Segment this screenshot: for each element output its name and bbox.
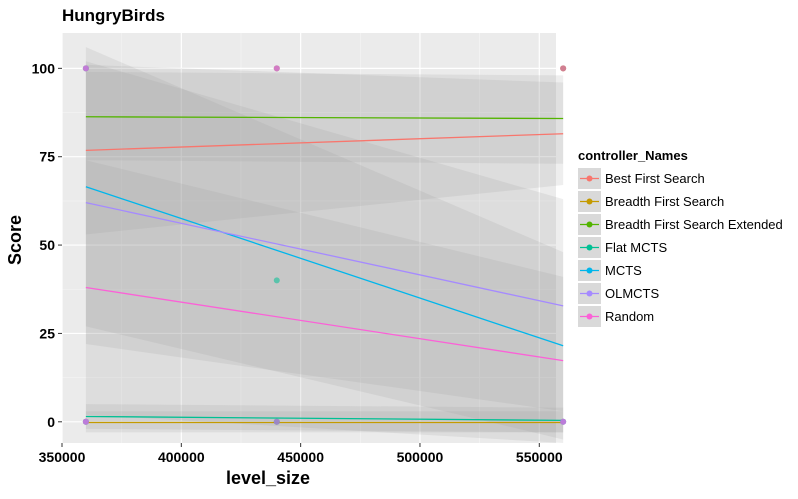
fit-lines (85, 116, 564, 424)
chart-title: HungryBirds (62, 6, 165, 25)
y-tick-label: 75 (39, 149, 55, 165)
x-tick-label: 350000 (39, 449, 86, 465)
confidence-band (85, 47, 564, 440)
y-tick-label: 0 (47, 414, 55, 430)
legend-label: Breadth First Search (605, 194, 724, 209)
legend-title: controller_Names (578, 148, 688, 163)
confidence-band (85, 160, 564, 443)
fit-line (85, 116, 564, 120)
y-tick-label: 100 (32, 60, 56, 76)
legend-label: Breadth First Search Extended (605, 217, 783, 232)
fit-line (85, 186, 564, 347)
axis-ticks: 350000 400000 450000 500000 550000 0 25 50 75 100 (32, 60, 563, 465)
legend-label: Random (605, 309, 654, 324)
fit-line (85, 415, 564, 422)
confidence-band (85, 64, 564, 235)
data-point (273, 277, 280, 284)
data-point (82, 418, 89, 425)
x-tick-label: 450000 (277, 449, 324, 465)
fit-line (85, 202, 564, 307)
data-point (560, 65, 567, 72)
legend-key-point (586, 244, 593, 251)
data-point (273, 418, 280, 425)
data-points (82, 65, 567, 425)
confidence-bands (85, 47, 564, 443)
x-axis-title: level_size (226, 468, 310, 488)
x-tick-label: 500000 (397, 449, 444, 465)
data-point (273, 65, 280, 72)
data-point (560, 418, 567, 425)
data-point (82, 65, 89, 72)
x-tick-label: 400000 (158, 449, 205, 465)
plot-panel (62, 33, 556, 443)
legend: Best First Search Breadth First Search Bre… (578, 168, 783, 327)
legend-key-point (586, 221, 593, 228)
legend-key-point (586, 313, 593, 320)
legend-label: Best First Search (605, 171, 705, 186)
confidence-band (85, 411, 564, 433)
x-tick-label: 550000 (516, 449, 563, 465)
legend-key-point (586, 198, 593, 205)
legend-label: MCTS (605, 263, 642, 278)
legend-label: Flat MCTS (605, 240, 667, 255)
y-axis-title: Score (5, 215, 25, 265)
fit-line (85, 133, 564, 151)
fit-line (85, 286, 564, 362)
grid-lines (61, 33, 556, 443)
confidence-band (85, 61, 564, 412)
y-tick-label: 50 (39, 237, 55, 253)
legend-key-point (586, 267, 593, 274)
y-tick-label: 25 (39, 325, 55, 341)
legend-key-point (586, 175, 593, 182)
legend-key-point (586, 290, 593, 297)
legend-label: OLMCTS (605, 286, 660, 301)
